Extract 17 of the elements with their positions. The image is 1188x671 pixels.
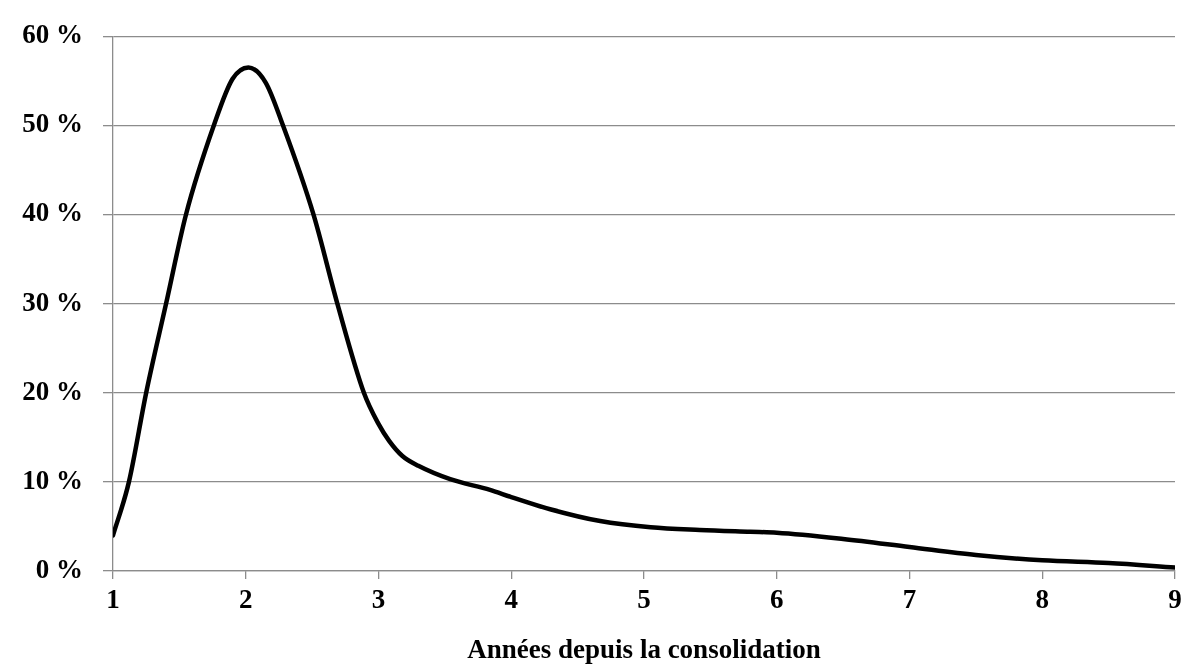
x-tick-label: 8	[1035, 584, 1049, 615]
y-tick-label: 30 %	[22, 286, 83, 317]
x-tick-label: 6	[770, 584, 784, 615]
x-tick-label: 2	[239, 584, 253, 615]
x-tick-label: 4	[504, 584, 518, 615]
y-tick-label: 60 %	[22, 19, 83, 50]
x-tick-label: 5	[637, 584, 651, 615]
x-tick-label: 7	[902, 584, 917, 615]
y-tick-label: 10 %	[22, 464, 83, 495]
y-tick-label: 20 %	[22, 375, 83, 406]
x-tick-label: 1	[106, 584, 120, 615]
x-axis-title: Années depuis la consolidation	[467, 633, 821, 664]
y-tick-label: 50 %	[22, 108, 83, 139]
y-tick-label: 40 %	[22, 197, 83, 228]
x-tick-label: 9	[1168, 584, 1182, 615]
y-tick-label: 0 %	[35, 553, 83, 584]
x-tick-label: 3	[371, 584, 386, 615]
